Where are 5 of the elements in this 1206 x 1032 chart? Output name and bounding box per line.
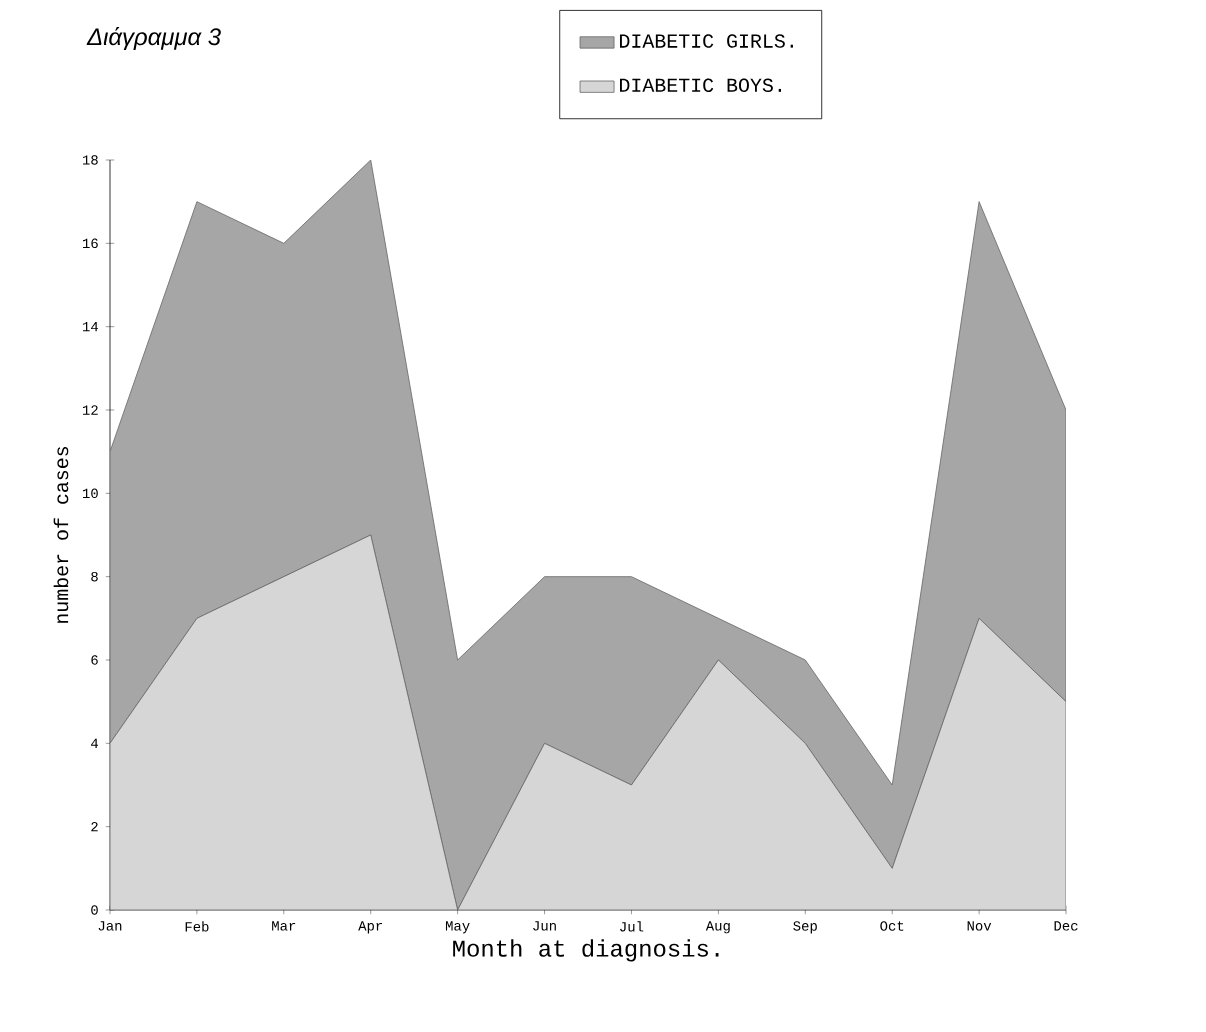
x-axis-title: Month at diagnosis. bbox=[453, 939, 719, 962]
chart-title: Διάγραμμα 3 bbox=[86, 27, 221, 51]
y-axis-title: number of cases bbox=[53, 446, 69, 623]
legend-label: DIABETIC GIRLS. bbox=[620, 34, 793, 48]
legend-label: DIABETIC BOYS. bbox=[620, 78, 781, 93]
